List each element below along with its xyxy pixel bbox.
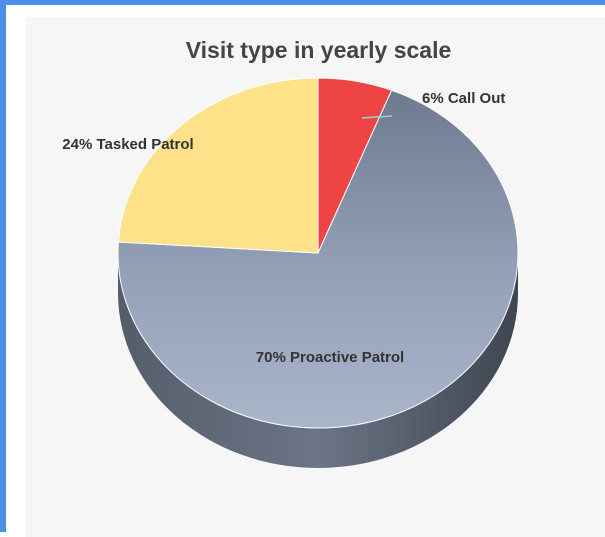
pie-labels: 6% Call Out 70% Proactive Patrol 24% Taske… bbox=[62, 90, 505, 366]
chart-title: Visit type in yearly scale bbox=[185, 37, 452, 63]
label-proactive-patrol: 70% Proactive Patrol bbox=[256, 349, 404, 366]
pie-slice-proactive-patrol bbox=[117, 89, 519, 429]
pie-side bbox=[118, 253, 518, 468]
pie-side-wall bbox=[118, 253, 518, 468]
pie-slice-tasked-patrol bbox=[117, 77, 319, 254]
label-tasked-patrol: 24% Tasked Patrol bbox=[62, 136, 193, 153]
leader-line-call-out bbox=[361, 115, 393, 119]
pie-top bbox=[117, 77, 519, 429]
label-call-out: 6% Call Out bbox=[422, 90, 505, 107]
